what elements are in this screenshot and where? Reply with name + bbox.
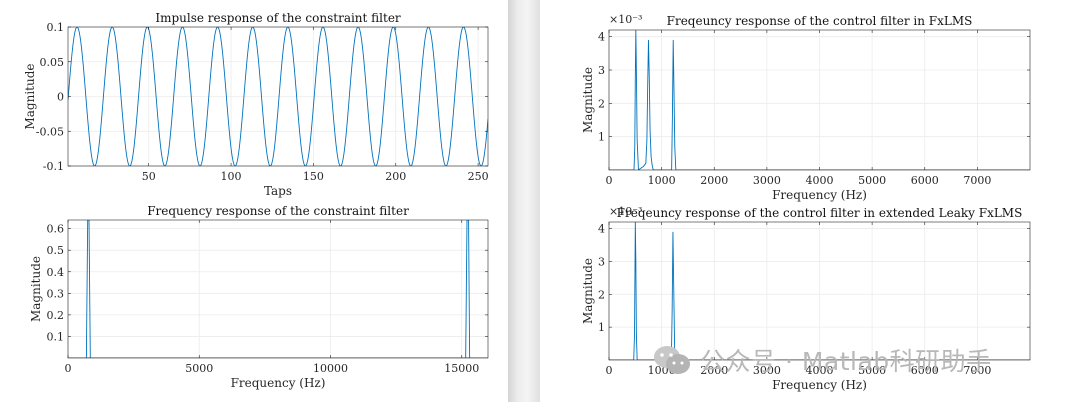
chart-title: Frequency response of the constraint fil… (147, 204, 409, 218)
y-axis-exponent: ×10⁻³ (609, 205, 642, 218)
chart-title: Impulse response of the constraint filte… (155, 11, 401, 25)
y-tick-label: 0.6 (47, 223, 65, 236)
x-tick-label: 5000 (185, 362, 213, 375)
chart-title: Freqeuncy response of the control filter… (667, 14, 973, 28)
x-tick-label: 0 (65, 362, 72, 375)
y-tick-label: 2 (598, 97, 605, 110)
y-axis-label: Magnitude (23, 63, 37, 129)
watermark: 公众号 · Matlab科研助手 (652, 340, 992, 380)
x-tick-label: 2000 (700, 364, 728, 377)
x-tick-label: 7000 (963, 364, 991, 377)
y-tick-label: 0.05 (40, 56, 65, 69)
plot-area (68, 220, 488, 358)
x-tick-label: 50 (142, 170, 156, 183)
x-tick-label: 100 (221, 170, 242, 183)
x-tick-label: 0 (606, 174, 613, 187)
y-tick-label: 4 (598, 223, 605, 236)
y-axis-exponent: ×10⁻³ (609, 13, 642, 26)
x-tick-label: 4000 (806, 364, 834, 377)
chart-title: Freqeuncy response of the control filter… (617, 206, 1023, 220)
y-tick-label: -0.05 (36, 125, 64, 138)
y-tick-label: 2 (598, 288, 605, 301)
x-axis-label: Taps (264, 184, 292, 198)
series-line (609, 222, 1030, 360)
x-tick-label: 4000 (806, 174, 834, 187)
y-tick-label: 0 (57, 91, 64, 104)
axes-box (67, 219, 489, 359)
y-tick-label: 0.2 (47, 309, 65, 322)
series-line (68, 27, 488, 166)
wechat-icon (654, 346, 690, 374)
x-tick-label: 5000 (858, 364, 886, 377)
x-tick-label: 3000 (753, 174, 781, 187)
y-tick-label: 3 (598, 255, 605, 268)
y-tick-label: 1 (598, 321, 605, 334)
x-axis-label: Frequency (Hz) (772, 378, 867, 392)
page-gutter (508, 0, 540, 402)
y-axis-label: Magnitude (581, 258, 595, 324)
x-tick-label: 250 (468, 170, 489, 183)
y-tick-label: 0.4 (47, 266, 65, 279)
y-tick-label: 0.3 (47, 287, 65, 300)
x-tick-label: 6000 (911, 174, 939, 187)
x-tick-label: 3000 (753, 364, 781, 377)
series-line (609, 30, 1030, 170)
x-tick-label: 150 (303, 170, 324, 183)
x-tick-label: 2000 (700, 174, 728, 187)
y-tick-label: 1 (598, 131, 605, 144)
watermark-text: 公众号 · Matlab科研助手 (700, 347, 992, 376)
x-tick-label: 6000 (911, 364, 939, 377)
y-tick-label: 0.1 (47, 330, 65, 343)
y-tick-label: 0.5 (47, 244, 65, 257)
x-tick-label: 1000 (648, 174, 676, 187)
x-axis-label: Frequency (Hz) (231, 376, 326, 390)
y-tick-label: 3 (598, 64, 605, 77)
x-axis-label: Frequency (Hz) (772, 188, 867, 202)
y-axis-label: Magnitude (581, 67, 595, 133)
x-tick-label: 5000 (858, 174, 886, 187)
y-tick-label: -0.1 (43, 160, 64, 173)
x-tick-label: 7000 (963, 174, 991, 187)
y-tick-label: 4 (598, 31, 605, 44)
x-tick-label: 10000 (313, 362, 348, 375)
x-tick-label: 200 (385, 170, 406, 183)
y-axis-label: Magnitude (29, 256, 43, 322)
x-tick-label: 0 (606, 364, 613, 377)
y-tick-label: 0.1 (47, 21, 65, 34)
x-tick-label: 15000 (444, 362, 479, 375)
